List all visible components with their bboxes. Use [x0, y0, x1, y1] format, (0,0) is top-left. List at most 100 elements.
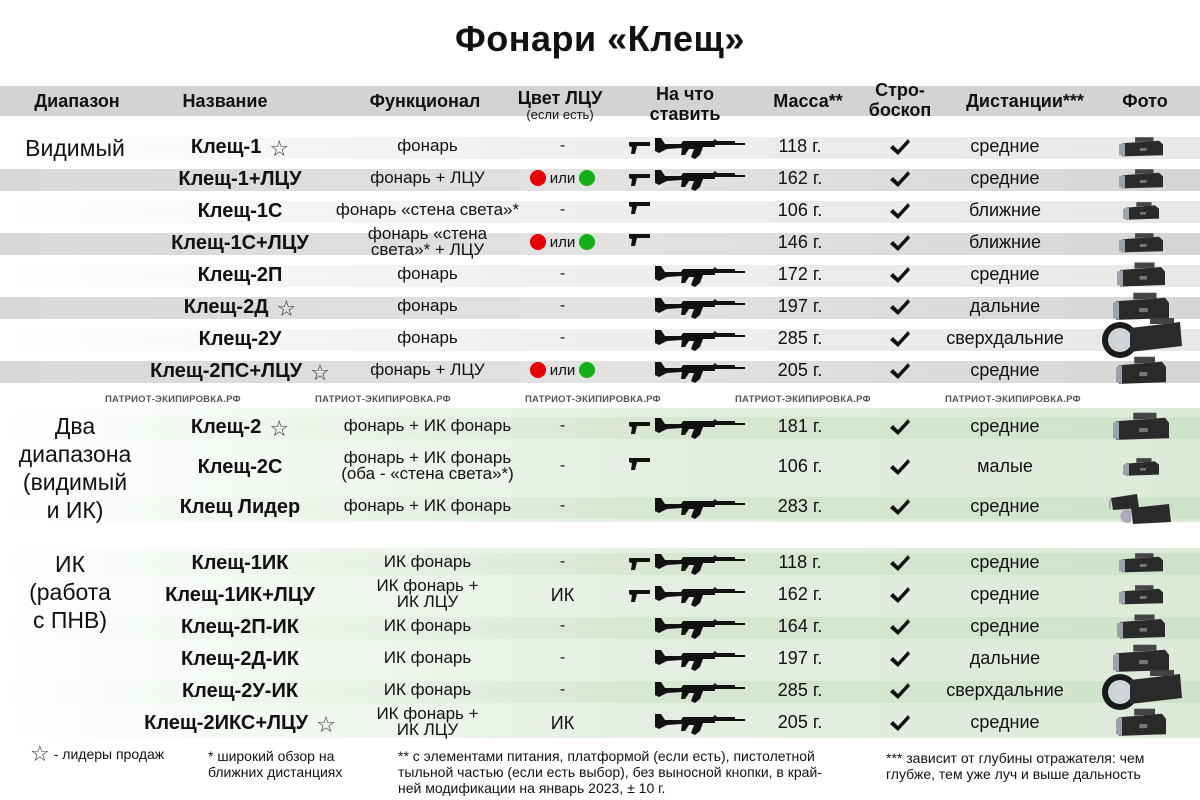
footnote-2-line-1: ** с элементами питания, платформой (есл…	[398, 748, 815, 764]
mass-value: 205 г.	[777, 360, 823, 380]
or-label: или	[549, 361, 576, 379]
function-cell: фонарь	[320, 136, 535, 156]
footnote-1: * широкий обзор на ближних дистанциях	[208, 748, 342, 780]
function-cell: фонарь + ЛЦУ	[320, 168, 535, 188]
product-name: Клещ-2П	[120, 264, 360, 287]
or-label: или	[549, 233, 576, 251]
function-line-1: ИК фонарь	[383, 552, 472, 571]
group-dual: Два диапазона (видимый и ИК)	[5, 412, 145, 524]
watermark-2: ПАТРИОТ-ЭКИПИРОВКА.РФ	[315, 394, 451, 405]
checkmark-icon	[890, 459, 910, 475]
distance-value: средние	[970, 264, 1040, 284]
product-name: Клещ-2ИКС+ЛЦУ ☆	[120, 712, 360, 738]
header-distance: Дистанции***	[966, 91, 1084, 111]
header-mass: Масса**	[773, 91, 843, 111]
footnote-3-line-1: *** зависит от глубины отражателя: чем	[886, 750, 1145, 766]
mount-icons	[628, 615, 747, 641]
mount-icons	[628, 327, 747, 353]
group-ir-line-1: ИК	[55, 551, 85, 577]
distance-value: средние	[970, 136, 1040, 156]
red-laser-dot	[529, 170, 546, 187]
footnote-2-line-2: тыльной частью (если есть выбор), без вы…	[398, 764, 822, 780]
distance-value: сверхдальние	[946, 328, 1064, 348]
function-cell: ИК фонарь + ИК ЛЦУ	[320, 576, 535, 611]
rifle-icon	[655, 586, 745, 607]
function-line-1: фонарь	[397, 264, 458, 283]
function-line-1: ИК фонарь	[383, 648, 472, 667]
mass-value: 106 г.	[777, 200, 823, 220]
function-cell: фонарь	[320, 264, 535, 284]
function-cell: ИК фонарь	[320, 616, 535, 636]
product-name-text: Клещ-1С+ЛЦУ	[171, 232, 309, 254]
checkmark-icon	[890, 651, 910, 667]
star-icon: ☆	[269, 416, 290, 441]
footnote-1-line-2: ближних дистанциях	[208, 764, 343, 780]
header-color: Цвет ЛЦУ (если есть)	[505, 88, 615, 121]
product-name-text: Клещ-2П	[197, 264, 283, 286]
laser-color-value: -	[559, 201, 566, 218]
distance-value: ближние	[968, 200, 1042, 220]
header-strobe-2: боскоп	[868, 100, 932, 120]
star-icon: ☆	[316, 712, 336, 737]
row-stripe	[0, 361, 1200, 383]
product-name-text: Клещ-2У-ИК	[181, 680, 299, 702]
footnote-leader: ☆ - лидеры продаж	[30, 743, 164, 765]
flashlight-photo	[1119, 553, 1163, 573]
function-cell: фонарь	[320, 296, 535, 316]
mass-value: 162 г.	[777, 168, 823, 188]
pistol-icon	[629, 201, 650, 214]
red-laser-dot	[529, 362, 546, 379]
function-cell: фонарь	[320, 328, 535, 348]
product-name-text: Клещ-1С	[197, 200, 283, 222]
laser-color-cell: -	[500, 137, 625, 155]
mass-value: 164 г.	[777, 616, 823, 636]
mass-value: 118 г.	[778, 136, 822, 156]
checkmark-icon	[890, 203, 910, 219]
product-name-text: Клещ-2У	[198, 328, 282, 350]
laser-color-value: ИК	[550, 585, 575, 605]
function-line-1: фонарь «стена	[367, 224, 488, 243]
star-icon: ☆	[310, 360, 330, 385]
mount-icons	[628, 295, 747, 321]
row-stripe	[0, 553, 1200, 575]
product-name: Клещ-1 ☆	[120, 136, 360, 162]
mass-value: 285 г.	[777, 680, 823, 700]
mass-value: 285 г.	[777, 328, 823, 348]
pistol-icon	[629, 457, 650, 470]
function-line-1: ИК фонарь	[383, 680, 472, 699]
rifle-icon	[655, 554, 745, 575]
group-ir-line-3: с ПНВ)	[32, 607, 108, 633]
flashlight-photo	[1123, 202, 1159, 220]
product-name: Клещ-2Д ☆	[120, 296, 360, 322]
laser-color-cell: -	[500, 553, 625, 571]
row-stripe	[0, 297, 1200, 319]
product-name: Клещ-1+ЛЦУ	[120, 168, 360, 191]
mass-value: 283 г.	[777, 496, 823, 516]
product-name-text: Клещ-2Д	[183, 296, 269, 318]
group-ir: ИК (работа с ПНВ)	[5, 550, 135, 634]
laser-color-cell: или	[500, 169, 625, 187]
rifle-icon	[655, 714, 745, 735]
laser-color-cell: -	[500, 265, 625, 283]
rifle-icon	[655, 618, 745, 639]
header-function: Функционал	[369, 91, 481, 111]
laser-color-cell: -	[500, 497, 625, 515]
header-range: Диапазон	[34, 91, 120, 111]
function-cell: ИК фонарь	[320, 552, 535, 572]
laser-color-value: -	[559, 457, 566, 474]
function-line-2: (оба - «стена света»*)	[341, 464, 514, 483]
rifle-icon	[655, 266, 745, 287]
product-name: Клещ-2С	[120, 456, 360, 479]
rifle-icon	[655, 362, 745, 383]
group-visible: Видимый	[25, 135, 125, 161]
row-stripe	[0, 169, 1200, 191]
product-name-text: Клещ-1ИК	[191, 552, 289, 574]
group-ir-line-2: (работа	[29, 579, 111, 605]
watermark-3: ПАТРИОТ-ЭКИПИРОВКА.РФ	[525, 394, 661, 405]
checkmark-icon	[890, 499, 910, 515]
function-line-1: ИК фонарь +	[376, 576, 479, 595]
laser-color-cell: -	[500, 457, 625, 475]
watermark-5: ПАТРИОТ-ЭКИПИРОВКА.РФ	[945, 394, 1081, 405]
function-line-2: ИК ЛЦУ	[396, 592, 459, 611]
rifle-icon	[655, 682, 745, 703]
